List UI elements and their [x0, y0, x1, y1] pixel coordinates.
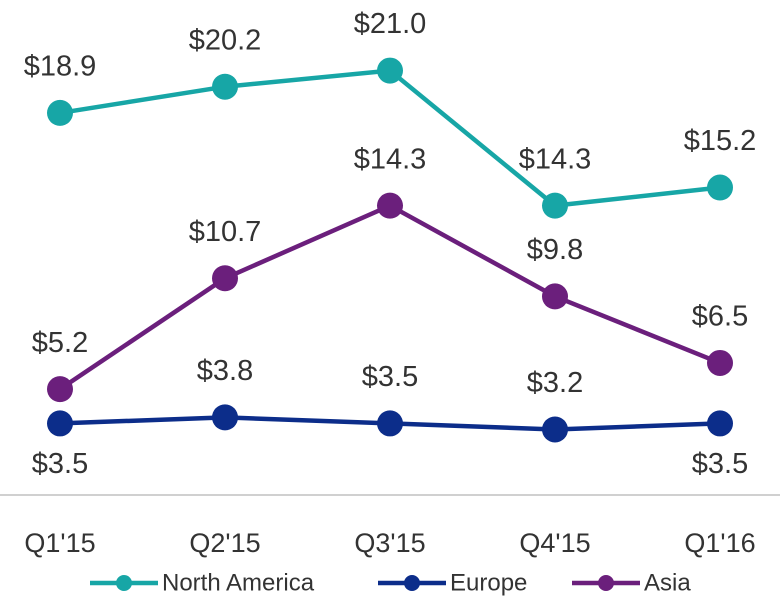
data-point	[377, 57, 403, 84]
x-tick-label: Q3'15	[354, 528, 425, 558]
data-label: $3.5	[362, 361, 418, 393]
data-point	[212, 73, 238, 100]
data-point	[542, 283, 568, 310]
data-point	[377, 192, 403, 219]
legend-label: Europe	[450, 569, 527, 596]
data-point	[377, 410, 403, 437]
data-label: $3.8	[197, 355, 253, 387]
data-point	[542, 192, 568, 219]
data-label: $9.8	[527, 234, 583, 266]
data-label: $10.7	[189, 216, 262, 248]
data-point	[47, 410, 73, 437]
data-label: $6.5	[692, 301, 748, 333]
data-point	[707, 410, 733, 437]
x-tick-label: Q4'15	[519, 528, 590, 558]
legend-marker	[404, 575, 420, 591]
data-label: $18.9	[24, 51, 97, 83]
data-point	[707, 349, 733, 376]
data-label: $3.5	[32, 448, 88, 480]
legend-marker	[116, 575, 132, 591]
data-label: $5.2	[32, 327, 88, 359]
data-point	[47, 99, 73, 126]
data-point	[707, 174, 733, 201]
x-tick-label: Q2'15	[189, 528, 260, 558]
series-line	[59, 68, 721, 208]
legend-label: North America	[162, 569, 315, 596]
data-label: $21.0	[354, 8, 427, 40]
data-label: $3.2	[527, 367, 583, 399]
x-tick-label: Q1'15	[24, 528, 95, 558]
data-point	[212, 265, 238, 292]
legend-marker	[598, 575, 614, 591]
data-point	[212, 404, 238, 431]
data-point	[47, 376, 73, 403]
data-label: $14.3	[354, 143, 427, 175]
legend-label: Asia	[644, 569, 691, 596]
data-label: $14.3	[519, 143, 592, 175]
data-point	[542, 416, 568, 443]
data-label: $20.2	[189, 24, 262, 56]
x-tick-label: Q1'16	[684, 528, 755, 558]
data-label: $15.2	[684, 125, 757, 157]
data-label: $3.5	[692, 448, 748, 480]
